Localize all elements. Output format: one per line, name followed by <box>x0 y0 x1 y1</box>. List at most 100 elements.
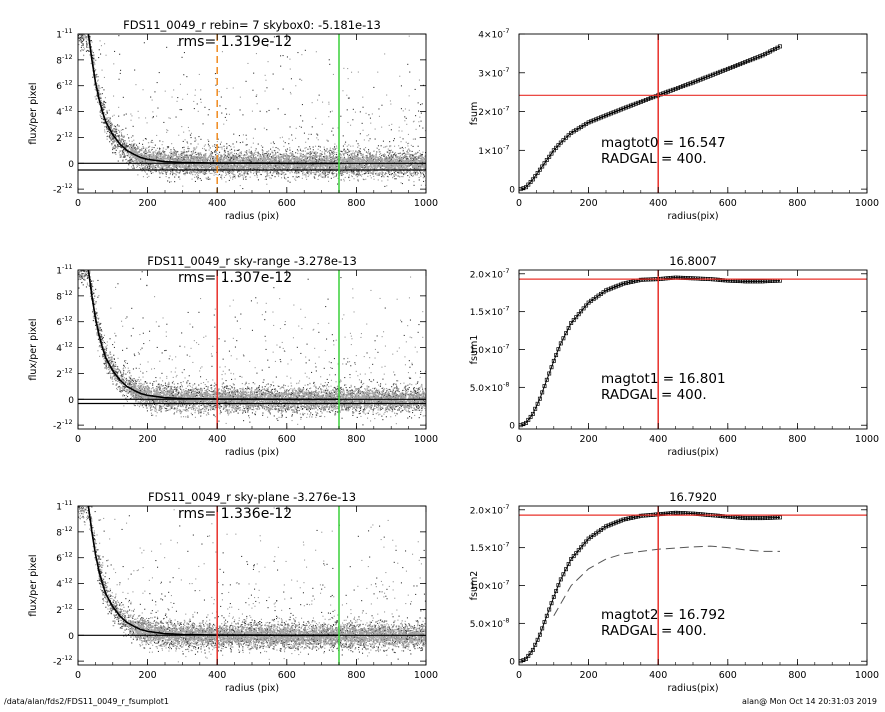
scatter-point <box>83 47 84 48</box>
scatter-point <box>219 91 220 92</box>
scatter-point <box>97 76 98 77</box>
scatter-point <box>89 18 90 19</box>
scatter-point <box>409 95 410 96</box>
scatter-point <box>118 161 119 162</box>
scatter-point <box>221 97 222 98</box>
scatter-point <box>199 171 200 172</box>
scatter-point <box>104 104 105 105</box>
scatter-point <box>125 140 126 141</box>
scatter-point <box>119 79 120 80</box>
scatter-point <box>418 146 419 147</box>
scatter-point <box>397 172 398 173</box>
scatter-point <box>103 122 104 123</box>
scatter-point <box>348 155 349 156</box>
scatter-point <box>394 154 395 155</box>
scatter-point <box>138 148 139 149</box>
scatter-point <box>404 153 405 154</box>
scatter-point <box>360 133 361 134</box>
scatter-point <box>177 97 178 98</box>
scatter-point <box>288 177 289 178</box>
scatter-point <box>230 158 231 159</box>
scatter-point <box>127 146 128 147</box>
scatter-point <box>295 85 296 86</box>
scatter-point <box>406 158 407 159</box>
scatter-point <box>332 128 333 129</box>
scatter-point <box>334 154 335 155</box>
scatter-point <box>189 173 190 174</box>
scatter-point <box>301 54 302 55</box>
scatter-point <box>308 138 309 139</box>
scatter-point <box>337 184 338 185</box>
scatter-point <box>407 150 408 151</box>
scatter-point <box>83 32 84 33</box>
scatter-point <box>91 63 92 64</box>
scatter-point <box>146 153 147 154</box>
scatter-point <box>82 41 83 42</box>
scatter-point <box>101 118 102 119</box>
scatter-point <box>248 171 249 172</box>
scatter-point <box>424 176 425 177</box>
scatter-point <box>389 145 390 146</box>
scatter-point <box>193 152 194 153</box>
scatter-point <box>386 146 387 147</box>
scatter-point <box>319 146 320 147</box>
scatter-point <box>114 51 115 52</box>
scatter-point <box>88 26 89 27</box>
scatter-point <box>313 153 314 154</box>
scatter-point <box>348 144 349 145</box>
scatter-point <box>98 80 99 81</box>
scatter-point <box>285 178 286 179</box>
scatter-point <box>220 147 221 148</box>
scatter-point <box>329 59 330 60</box>
scatter-point <box>245 151 246 152</box>
scatter-point <box>341 179 342 180</box>
scatter-point <box>116 133 117 134</box>
scatter-point <box>233 87 234 88</box>
scatter-point <box>295 171 296 172</box>
scatter-point <box>181 109 182 110</box>
scatter-point <box>151 173 152 174</box>
scatter-point <box>399 12 400 13</box>
scatter-point <box>405 108 406 109</box>
scatter-point <box>327 148 328 149</box>
scatter-point <box>243 179 244 180</box>
scatter-point <box>419 117 420 118</box>
scatter-point <box>239 174 240 175</box>
scatter-point <box>84 27 85 28</box>
scatter-point <box>82 35 83 36</box>
scatter-point <box>256 53 257 54</box>
scatter-point <box>219 174 220 175</box>
scatter-point <box>155 152 156 153</box>
scatter-point <box>103 89 104 90</box>
scatter-point <box>158 155 159 156</box>
scatter-point <box>183 171 184 172</box>
scatter-point <box>133 144 134 145</box>
scatter-point <box>205 144 206 145</box>
scatter-point <box>321 153 322 154</box>
scatter-point <box>391 129 392 130</box>
scatter-point <box>121 155 122 156</box>
scatter-point <box>208 144 209 145</box>
scatter-point <box>195 140 196 141</box>
scatter-point <box>396 175 397 176</box>
scatter-point <box>422 103 423 104</box>
scatter-point <box>377 148 378 149</box>
scatter-point <box>154 147 155 148</box>
scatter-point <box>287 149 288 150</box>
scatter-point <box>347 122 348 123</box>
scatter-point <box>220 144 221 145</box>
scatter-point <box>215 73 216 74</box>
scatter-point <box>378 149 379 150</box>
scatter-point <box>155 145 156 146</box>
scatter-point <box>333 177 334 178</box>
scatter-point <box>147 167 148 168</box>
scatter-point <box>216 151 217 152</box>
scatter-point <box>114 131 115 132</box>
scatter-point <box>404 116 405 117</box>
scatter-point <box>171 143 172 144</box>
scatter-point <box>267 175 268 176</box>
scatter-point <box>344 180 345 181</box>
scatter-point <box>125 150 126 151</box>
scatter-point <box>255 129 256 130</box>
